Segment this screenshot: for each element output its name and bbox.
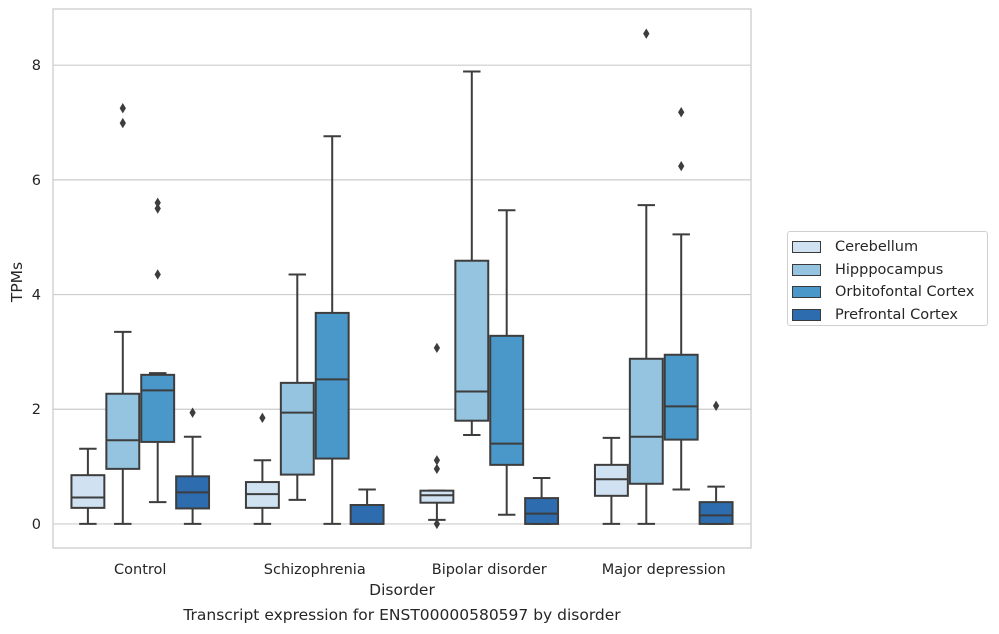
chart-caption: Transcript expression for ENST0000058059… [183,606,621,624]
x-tick-label: Major depression [602,562,726,578]
box-plot-marks [70,28,734,530]
outlier-point [678,107,685,118]
box-body [524,497,560,525]
box-body [70,474,106,509]
legend-item: Hipppocampus [792,259,987,282]
outlier-point [433,518,441,530]
box-body [698,501,734,525]
outlier-point [119,103,126,114]
outlier-point [189,407,196,418]
legend-item: Prefrontal Cortex [792,304,987,327]
box-body [140,373,176,443]
box-1-3 [349,488,385,525]
box-2-2 [489,209,525,516]
legend: Cerebellum Hipppocampus Orbitofontal Corte… [787,231,988,326]
axes: 0 2 4 6 8 Control Schizophrenia Bipolar disorde… [32,8,752,578]
outlier-point [154,197,161,208]
y-tick-label: 4 [32,288,41,304]
box-3-0 [593,436,629,525]
box-1-2 [314,135,350,525]
box-0-1 [105,103,141,525]
box-0-3 [175,407,211,525]
outlier-point [119,117,126,129]
legend-swatch [792,241,821,254]
box-1-1 [279,273,315,501]
x-tick-label: Bipolar disorder [432,562,547,578]
y-tick-label: 6 [32,173,41,189]
box-0-0 [70,447,106,525]
x-tick-label: Control [114,562,166,578]
box-body [314,311,350,460]
box-2-0 [419,342,455,530]
outlier-point [643,28,650,39]
box-3-3 [698,400,734,525]
x-axis-label: Disorder [369,581,435,599]
box-body [419,489,455,504]
legend-item: Orbitofontal Cortex [792,281,987,304]
legend-label: Orbitofontal Cortex [835,284,975,301]
outlier-point [259,412,266,424]
box-body [628,357,664,485]
outlier-point [433,455,441,466]
legend-swatch [792,263,821,276]
outlier-point [678,160,685,172]
box-1-0 [244,412,280,525]
y-tick-label: 2 [32,402,41,418]
y-tick-label: 0 [32,517,41,533]
box-body [593,463,629,497]
box-3-2 [663,107,699,491]
box-body [279,381,315,476]
box-body [349,503,385,525]
legend-label: Cerebellum [835,239,919,256]
outlier-point [154,269,161,280]
box-body [105,392,141,470]
legend-label: Hipppocampus [835,261,944,278]
box-body [454,259,490,422]
box-2-1 [454,70,490,437]
y-tick-label: 8 [32,58,41,74]
box-2-3 [524,477,560,525]
outlier-point [154,203,161,214]
legend-item: Cerebellum [792,236,987,259]
y-axis-label: TPMs [8,262,26,303]
outlier-point [433,463,441,475]
outlier-point [712,400,720,411]
legend-swatch [792,286,821,299]
x-tick-label: Schizophrenia [264,562,366,578]
legend-swatch [792,308,821,321]
box-3-1 [628,28,664,525]
outlier-point [433,342,441,354]
box-0-2 [140,197,176,504]
box-body [663,353,699,441]
plot-frame [52,8,752,549]
legend-label: Prefrontal Cortex [835,306,958,323]
box-body [489,334,525,466]
